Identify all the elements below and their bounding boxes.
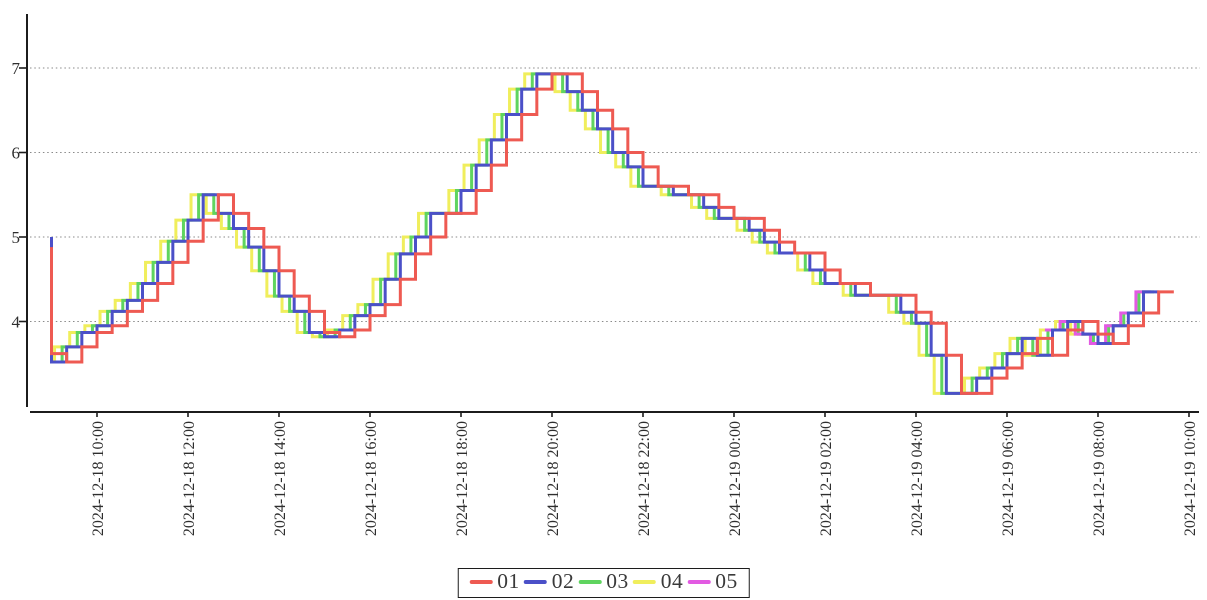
series-03-line (50, 72, 1155, 395)
series-02-line (50, 72, 1159, 395)
legend-label-02: 02 (551, 569, 575, 594)
legend-item-05: 05 (687, 570, 738, 594)
legend-swatch-03 (578, 580, 602, 584)
legend-item-04: 04 (632, 569, 684, 594)
legend-item-01: 01 (469, 570, 520, 594)
x-tick-label: 2024-12-19 10:00 (1182, 421, 1199, 536)
legend-label-01: 01 (497, 569, 520, 594)
legend-item-03: 03 (578, 570, 629, 594)
axes (19, 14, 1199, 417)
y-tick-label: 5 (12, 228, 21, 247)
x-tick-label: 2024-12-18 22:00 (636, 421, 653, 536)
legend-label-04: 04 (660, 569, 684, 594)
x-tick-label: 2024-12-18 10:00 (90, 421, 107, 536)
x-tick-label: 2024-12-18 16:00 (363, 421, 380, 536)
x-tick-label: 2024-12-19 06:00 (1000, 421, 1017, 536)
y-tick-label: 7 (12, 59, 21, 78)
axis-labels: 4 5 6 7 2024-12-18 10:00 2024-12-18 12:00 2024… (12, 59, 1199, 536)
legend-item-02: 02 (523, 569, 575, 594)
x-tick-label: 2024-12-19 00:00 (727, 421, 744, 536)
x-tick-label: 2024-12-18 20:00 (545, 421, 562, 536)
legend-swatch-04 (632, 580, 656, 584)
x-tick-label: 2024-12-19 02:00 (818, 421, 835, 536)
legend-swatch-01 (469, 580, 493, 584)
legend: 01 02 03 04 05 (457, 568, 750, 598)
legend-label-05: 05 (715, 569, 738, 594)
y-tick-label: 4 (12, 313, 21, 332)
legend-swatch-02 (523, 580, 547, 584)
legend-swatch-05 (687, 580, 711, 584)
series-01-line (50, 72, 1174, 395)
legend-label-03: 03 (606, 569, 629, 594)
series-lines (50, 72, 1174, 395)
y-tick-label: 6 (12, 144, 21, 163)
x-tick-label: 2024-12-18 18:00 (454, 421, 471, 536)
x-tick-label: 2024-12-19 08:00 (1091, 421, 1108, 536)
x-tick-label: 2024-12-18 14:00 (272, 421, 289, 536)
x-tick-label: 2024-12-18 12:00 (181, 421, 198, 536)
x-tick-label: 2024-12-19 04:00 (909, 421, 926, 536)
